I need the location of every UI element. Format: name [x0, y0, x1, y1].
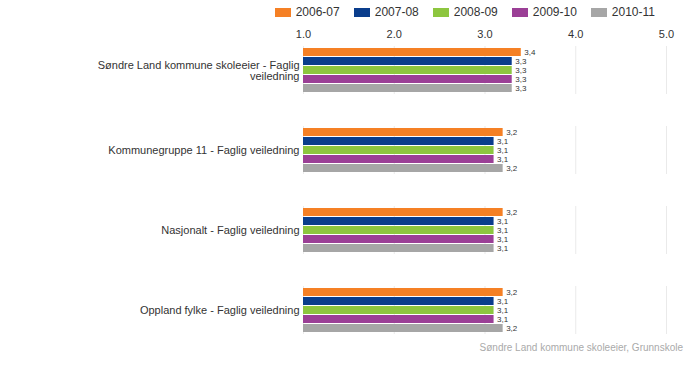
html-text:2008-09: 2008-09 — [453, 5, 498, 19]
svg-text:3,3: 3,3 — [515, 57, 527, 66]
svg-text:3,1: 3,1 — [497, 244, 509, 253]
svg-text:3,2: 3,2 — [506, 128, 518, 137]
svg-text:3,1: 3,1 — [497, 137, 509, 146]
svg-text:3,1: 3,1 — [497, 315, 509, 324]
html-text:Søndre Land kommune skoleeier,: Søndre Land kommune skoleeier, Grunnskol… — [479, 342, 683, 353]
svg-text:3,1: 3,1 — [497, 146, 509, 155]
svg-text:3,3: 3,3 — [515, 66, 527, 75]
svg-text:Søndre Land kommune skoleeier: Søndre Land kommune skoleeier - Fagligve… — [98, 59, 300, 82]
svg-text:3,1: 3,1 — [497, 155, 509, 164]
svg-text:3,1: 3,1 — [497, 217, 509, 226]
svg-text:3,1: 3,1 — [497, 226, 509, 235]
svg-text:3,1: 3,1 — [497, 306, 509, 315]
svg-text:3,2: 3,2 — [506, 288, 518, 297]
svg-text:4.0: 4.0 — [568, 28, 583, 40]
svg-text:Nasjonalt - Faglig veiledning: Nasjonalt - Faglig veiledning — [161, 224, 299, 236]
svg-text:3,2: 3,2 — [506, 164, 518, 173]
svg-text:3,1: 3,1 — [497, 297, 509, 306]
svg-text:5.0: 5.0 — [659, 28, 674, 40]
html-text:2010-11: 2010-11 — [611, 5, 655, 19]
svg-text:3,2: 3,2 — [506, 208, 518, 217]
html-text:2006-07: 2006-07 — [295, 5, 340, 19]
svg-text:3,3: 3,3 — [515, 75, 527, 84]
svg-text:3,3: 3,3 — [515, 84, 527, 93]
svg-text:3,1: 3,1 — [497, 235, 509, 244]
html-text:2009-10: 2009-10 — [532, 5, 577, 19]
svg-text:Kommunegruppe 11 - Faglig veil: Kommunegruppe 11 - Faglig veiledning — [108, 144, 299, 156]
svg-text:2.0: 2.0 — [387, 28, 402, 40]
svg-text:1.0: 1.0 — [296, 28, 311, 40]
svg-text:Oppland fylke - Faglig veiledn: Oppland fylke - Faglig veiledning — [140, 304, 300, 316]
html-text:2007-08: 2007-08 — [374, 5, 419, 19]
svg-text:3.0: 3.0 — [477, 28, 492, 40]
svg-text:3,2: 3,2 — [506, 324, 518, 333]
svg-text:3,4: 3,4 — [524, 48, 536, 57]
